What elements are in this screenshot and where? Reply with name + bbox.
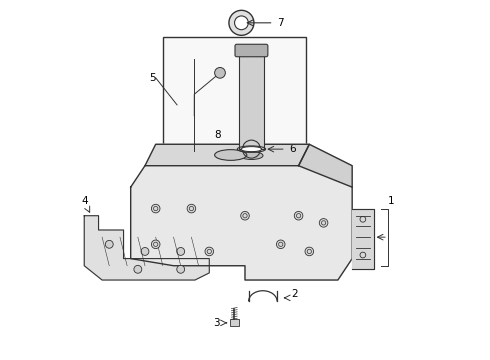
Circle shape bbox=[134, 265, 142, 273]
Polygon shape bbox=[352, 208, 373, 269]
Polygon shape bbox=[131, 166, 352, 280]
Text: 4: 4 bbox=[81, 197, 88, 206]
Text: 8: 8 bbox=[214, 130, 220, 140]
Circle shape bbox=[294, 211, 303, 220]
Text: 5: 5 bbox=[149, 73, 155, 83]
Polygon shape bbox=[84, 216, 209, 280]
Circle shape bbox=[177, 265, 185, 273]
Bar bbox=[239, 51, 264, 149]
Text: 3: 3 bbox=[213, 318, 220, 328]
Polygon shape bbox=[145, 144, 309, 166]
Ellipse shape bbox=[215, 150, 247, 160]
Text: 2: 2 bbox=[292, 289, 298, 299]
Bar bbox=[230, 319, 239, 327]
Circle shape bbox=[276, 240, 285, 249]
Circle shape bbox=[305, 247, 314, 256]
Text: 6: 6 bbox=[290, 144, 296, 154]
Circle shape bbox=[241, 211, 249, 220]
Ellipse shape bbox=[240, 152, 263, 159]
FancyBboxPatch shape bbox=[235, 44, 268, 57]
Text: 7: 7 bbox=[277, 18, 284, 28]
Circle shape bbox=[235, 16, 248, 30]
Polygon shape bbox=[298, 144, 352, 187]
Circle shape bbox=[177, 248, 185, 255]
Circle shape bbox=[229, 10, 254, 35]
Bar bbox=[163, 37, 306, 173]
Circle shape bbox=[105, 240, 113, 248]
Ellipse shape bbox=[241, 147, 262, 152]
Circle shape bbox=[319, 219, 328, 227]
Circle shape bbox=[187, 204, 196, 213]
Circle shape bbox=[215, 67, 225, 78]
Circle shape bbox=[151, 204, 160, 213]
Circle shape bbox=[141, 248, 149, 255]
Circle shape bbox=[205, 247, 214, 256]
Circle shape bbox=[151, 240, 160, 249]
Text: 1: 1 bbox=[388, 197, 395, 206]
